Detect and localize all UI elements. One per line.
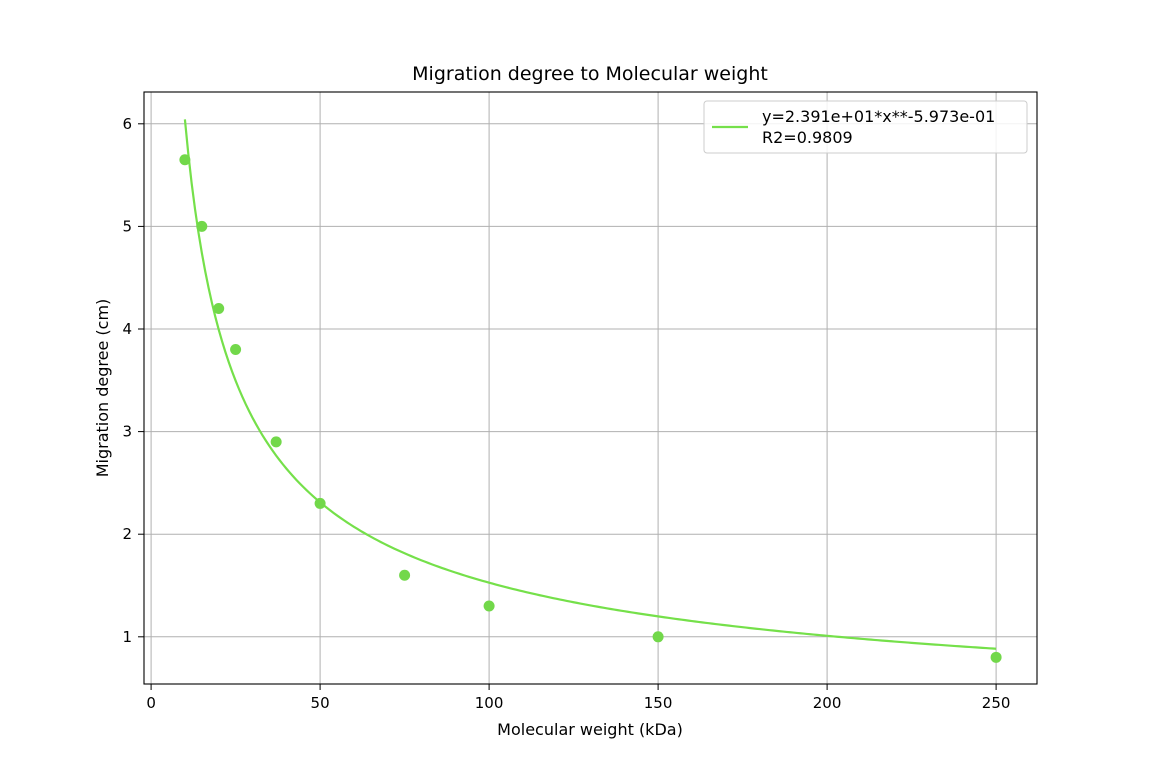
fit-curve-line (183, 119, 997, 650)
x-tick-label: 250 (982, 694, 1011, 712)
data-point (399, 569, 411, 581)
legend-entry-equation: y=2.391e+01*x**-5.973e-01 (762, 107, 995, 126)
x-tick-label: 200 (813, 694, 842, 712)
data-point (196, 220, 208, 232)
x-tick-label: 100 (475, 694, 504, 712)
data-point (652, 631, 664, 643)
data-point (230, 344, 242, 356)
data-point (990, 651, 1002, 663)
grid (144, 92, 1037, 684)
x-axis-label: Molecular weight (kDa) (497, 720, 683, 739)
y-tick-label: 4 (122, 320, 132, 338)
y-tick-label: 6 (122, 115, 132, 133)
data-point (179, 154, 191, 166)
legend-box (703, 100, 1028, 154)
x-tick-label: 50 (311, 694, 330, 712)
plot-area (179, 119, 1002, 663)
y-tick-label: 3 (122, 423, 132, 441)
legend: y=2.391e+01*x**-5.973e-01 R2=0.9809 (703, 100, 1028, 154)
data-point (314, 497, 326, 509)
y-tick-label: 2 (122, 525, 132, 543)
ticks: 0 50 100 150 200 250 1 2 3 4 5 6 (122, 115, 1010, 712)
legend-entry-r2: R2=0.9809 (762, 128, 853, 147)
y-tick-label: 5 (122, 217, 132, 235)
chart-title: Migration degree to Molecular weight (412, 63, 768, 85)
data-point (270, 436, 282, 448)
data-point (213, 302, 225, 314)
data-point (483, 600, 495, 612)
x-tick-label: 0 (146, 694, 156, 712)
y-axis-label: Migration degree (cm) (93, 299, 112, 478)
axes-frame (143, 91, 1038, 685)
y-tick-label: 1 (122, 628, 132, 646)
x-tick-label: 150 (644, 694, 673, 712)
